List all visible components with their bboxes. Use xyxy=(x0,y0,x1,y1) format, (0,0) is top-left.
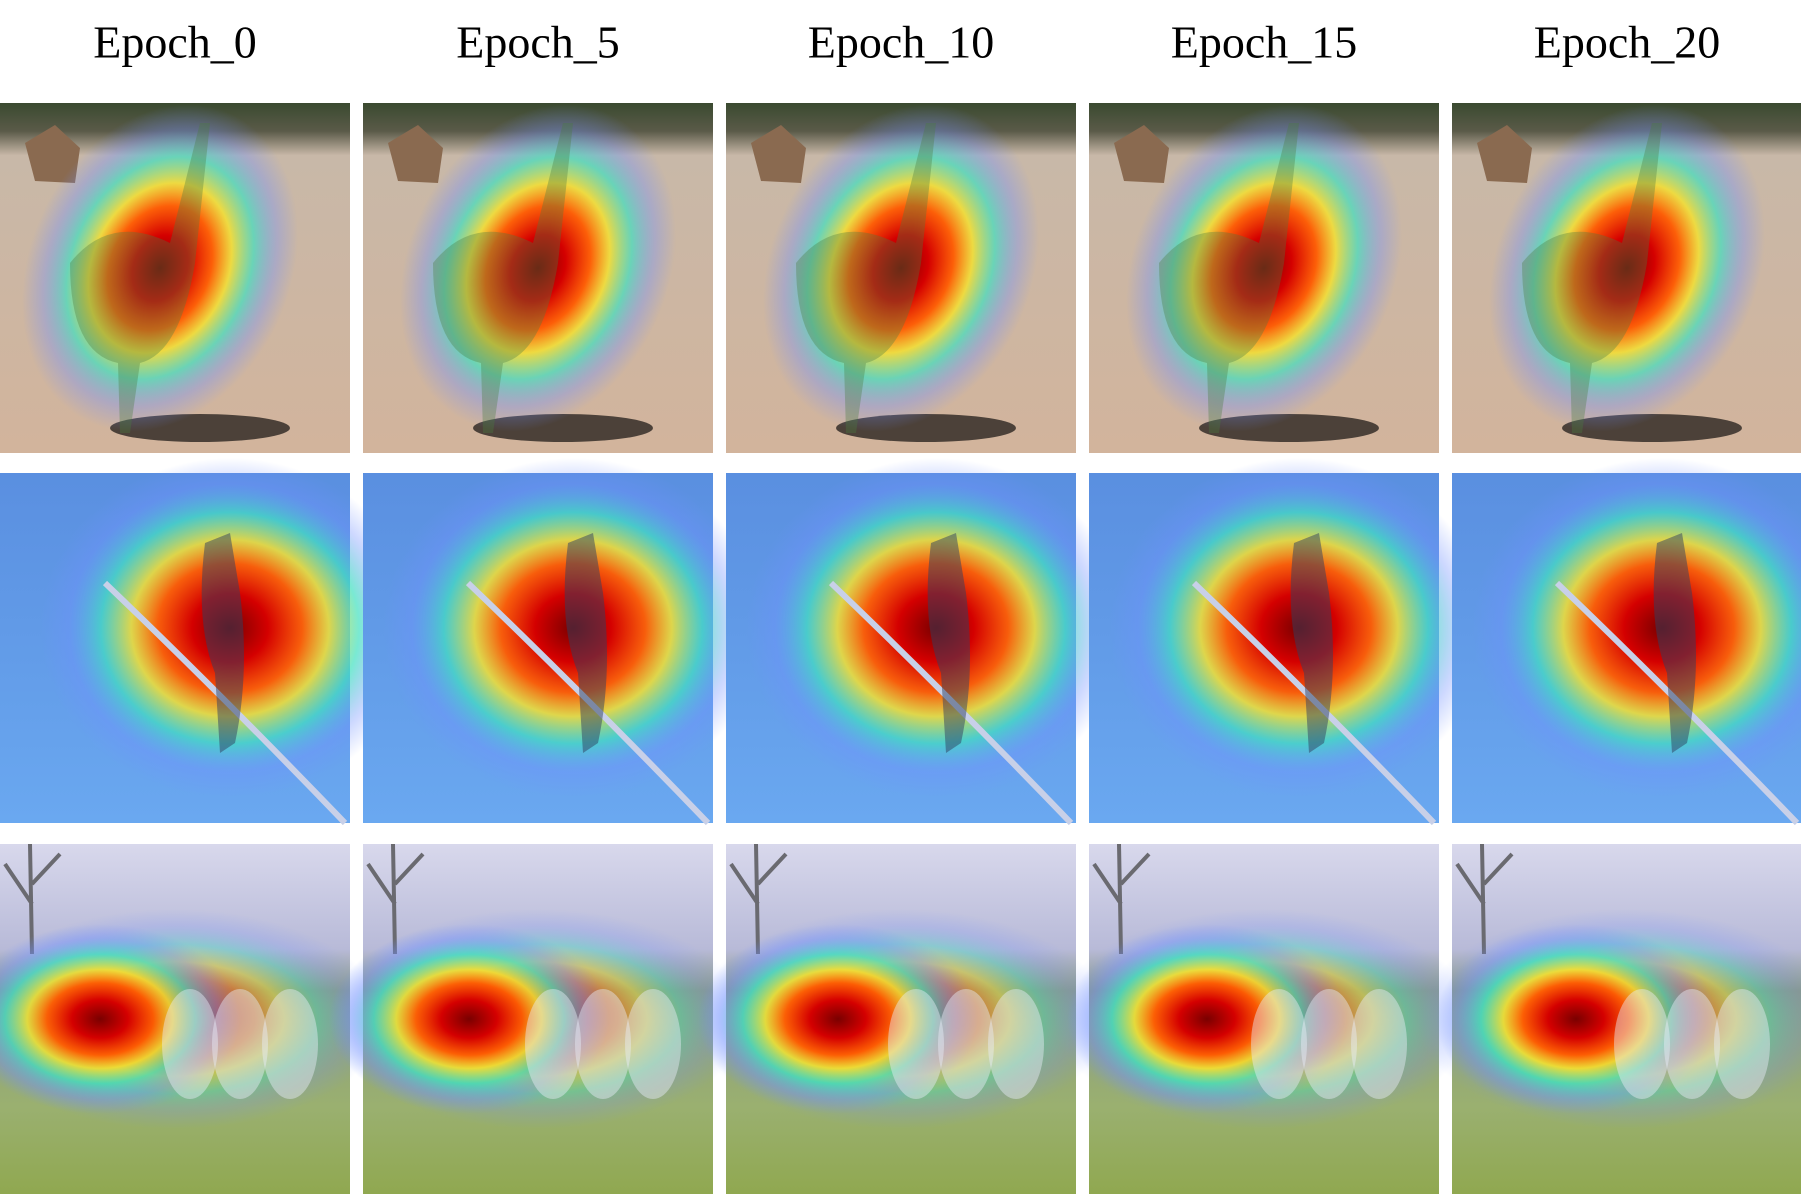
tree xyxy=(366,843,425,955)
dog xyxy=(575,989,631,1099)
ostrich xyxy=(433,123,573,433)
dog xyxy=(162,989,218,1099)
heat xyxy=(763,104,1039,432)
ostrich xyxy=(796,123,936,433)
heat xyxy=(400,104,676,432)
dog xyxy=(212,989,268,1099)
tree xyxy=(729,843,788,955)
rock xyxy=(25,125,80,183)
dog xyxy=(938,989,994,1099)
heatmap-panel xyxy=(0,103,350,453)
heat xyxy=(22,104,298,432)
bird xyxy=(201,533,244,753)
heatmap-panel xyxy=(0,458,420,826)
heat xyxy=(1472,458,1801,798)
column-header: Epoch_0 xyxy=(93,17,257,68)
dog xyxy=(1664,989,1720,1099)
heat xyxy=(329,924,609,1114)
heatmap-panel xyxy=(1089,458,1489,826)
heat xyxy=(1067,924,1347,1114)
heat xyxy=(1489,104,1765,432)
heat xyxy=(698,924,978,1114)
dog xyxy=(1351,989,1407,1099)
tree xyxy=(1455,843,1514,955)
bird xyxy=(1653,533,1696,753)
bird xyxy=(927,533,970,753)
heatmap-panel xyxy=(363,103,713,453)
heatmap-panel xyxy=(363,458,763,826)
heat xyxy=(1126,104,1402,432)
column-header: Epoch_5 xyxy=(456,17,620,68)
dog xyxy=(888,989,944,1099)
heatmap-panel xyxy=(1417,843,1801,1194)
ostrich xyxy=(1159,123,1299,433)
ostrich xyxy=(1522,123,1662,433)
bird xyxy=(1290,533,1333,753)
column-header: Epoch_10 xyxy=(808,17,995,68)
heatmap-panel xyxy=(726,458,1126,826)
bird xyxy=(564,533,607,753)
dog xyxy=(262,989,318,1099)
heatmap-panel xyxy=(726,103,1076,453)
heatmap-panel xyxy=(1452,458,1801,826)
heatmap-panel xyxy=(1452,103,1801,453)
tree xyxy=(3,843,62,955)
heatmap-panel xyxy=(1054,843,1474,1194)
rock xyxy=(751,125,806,183)
heat xyxy=(0,924,240,1114)
heatmap-panel xyxy=(691,843,1111,1194)
dog xyxy=(525,989,581,1099)
dog xyxy=(1614,989,1670,1099)
dog xyxy=(1714,989,1770,1099)
column-header: Epoch_15 xyxy=(1171,17,1358,68)
dog xyxy=(625,989,681,1099)
dog xyxy=(1301,989,1357,1099)
heatmap-panel xyxy=(0,843,385,1194)
heatmap-panel xyxy=(328,843,748,1194)
tree xyxy=(1092,843,1151,955)
ostrich xyxy=(70,123,210,433)
rock xyxy=(1114,125,1169,183)
dog xyxy=(1251,989,1307,1099)
rock xyxy=(388,125,443,183)
heat xyxy=(1436,924,1716,1114)
rock xyxy=(1477,125,1532,183)
column-header: Epoch_20 xyxy=(1534,17,1721,68)
heatmap-panel xyxy=(1089,103,1439,453)
dog xyxy=(988,989,1044,1099)
